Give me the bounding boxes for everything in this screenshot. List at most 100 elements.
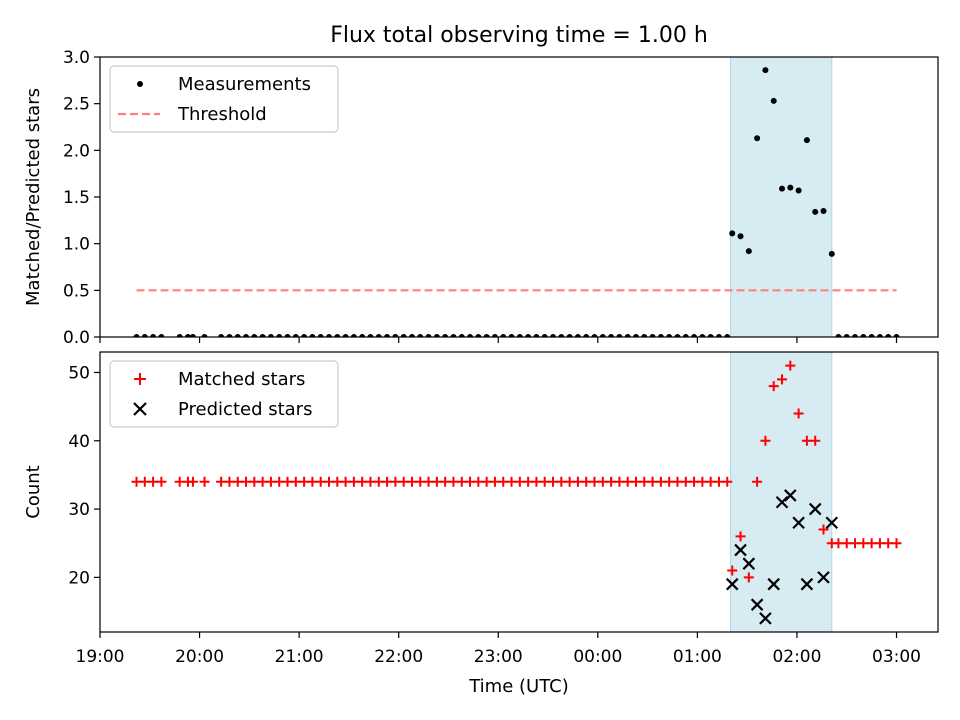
data-point bbox=[725, 577, 739, 591]
data-point bbox=[800, 577, 814, 591]
data-point bbox=[735, 531, 746, 542]
data-point bbox=[760, 435, 771, 446]
series-measurements bbox=[133, 67, 900, 337]
data-point bbox=[817, 571, 830, 584]
data-point bbox=[608, 334, 615, 337]
data-point bbox=[491, 334, 498, 337]
x-tick-label: 22:00 bbox=[374, 647, 423, 667]
data-point bbox=[724, 334, 731, 337]
x-tick-label: 02:00 bbox=[772, 647, 821, 667]
y-tick-label: 0.0 bbox=[63, 328, 90, 348]
legend-marker bbox=[133, 402, 147, 416]
data-point bbox=[259, 334, 266, 337]
data-point bbox=[400, 334, 407, 337]
chart-title: Flux total observing time = 1.00 h bbox=[330, 23, 708, 48]
data-point bbox=[752, 476, 763, 487]
data-point bbox=[762, 67, 769, 74]
data-point bbox=[737, 233, 744, 240]
data-point bbox=[317, 334, 324, 337]
data-point bbox=[184, 334, 191, 337]
data-point bbox=[777, 374, 788, 385]
data-point bbox=[417, 334, 424, 337]
data-point bbox=[793, 408, 804, 419]
data-point bbox=[342, 334, 349, 337]
y-tick-label: 0.5 bbox=[63, 281, 90, 301]
y-tick-label: 3.0 bbox=[63, 48, 90, 68]
data-point bbox=[566, 334, 573, 337]
legend-label: Threshold bbox=[177, 104, 267, 125]
data-point bbox=[835, 334, 842, 337]
data-point bbox=[392, 334, 399, 337]
ratio-y-axis-label: Matched/Predicted stars bbox=[23, 88, 44, 306]
data-point bbox=[868, 334, 875, 337]
data-point bbox=[384, 334, 391, 337]
data-point bbox=[156, 476, 167, 487]
data-point bbox=[641, 334, 648, 337]
data-point bbox=[234, 334, 241, 337]
data-point bbox=[707, 334, 714, 337]
data-point bbox=[795, 187, 802, 194]
data-point bbox=[742, 557, 756, 570]
data-point bbox=[843, 334, 850, 337]
data-point bbox=[885, 334, 892, 337]
data-point bbox=[375, 334, 382, 337]
data-point bbox=[301, 334, 308, 337]
count-panel: 20 30 40 50 Matched stars Predicted stars bbox=[68, 351, 939, 638]
data-point bbox=[350, 334, 357, 337]
data-point bbox=[825, 516, 839, 530]
data-point bbox=[508, 334, 515, 337]
data-point bbox=[408, 334, 415, 337]
data-point bbox=[158, 334, 165, 337]
data-point bbox=[860, 334, 867, 337]
x-axis: 19:00 20:00 21:00 22:00 23:00 00:00 01:00 02:00… bbox=[76, 647, 922, 667]
data-point bbox=[541, 334, 548, 337]
y-tick-label: 1.0 bbox=[63, 235, 90, 255]
data-point bbox=[284, 334, 291, 337]
highlight-window bbox=[730, 351, 833, 633]
legend-label: Measurements bbox=[178, 74, 311, 95]
data-point bbox=[828, 250, 835, 257]
data-point bbox=[818, 524, 829, 535]
data-point bbox=[674, 334, 681, 337]
data-point bbox=[767, 577, 780, 591]
data-point bbox=[425, 334, 432, 337]
data-point bbox=[754, 135, 761, 142]
data-point bbox=[784, 489, 797, 502]
data-point bbox=[729, 230, 736, 237]
x-tick-label: 01:00 bbox=[673, 647, 722, 667]
data-point bbox=[779, 185, 786, 192]
data-point bbox=[891, 538, 902, 549]
data-point bbox=[367, 334, 374, 337]
data-point bbox=[276, 334, 283, 337]
ratio-panel: 0.0 0.5 1.0 1.5 2.0 2.5 3.0 Measurements Thresho… bbox=[63, 48, 939, 348]
data-point bbox=[359, 334, 366, 337]
data-point bbox=[583, 334, 590, 337]
x-axis-label: Time (UTC) bbox=[468, 676, 569, 697]
y-tick-label: 20 bbox=[68, 568, 90, 588]
data-point bbox=[632, 334, 639, 337]
y-tick-label: 30 bbox=[68, 500, 90, 520]
legend: Measurements Threshold bbox=[109, 65, 339, 133]
data-point bbox=[550, 334, 557, 337]
y-tick-label: 2.0 bbox=[63, 141, 90, 161]
data-point bbox=[189, 334, 196, 337]
legend-label: Matched stars bbox=[178, 369, 305, 390]
legend-label: Predicted stars bbox=[178, 399, 312, 420]
data-point bbox=[516, 334, 523, 337]
data-point bbox=[226, 334, 233, 337]
data-point bbox=[334, 334, 341, 337]
data-point bbox=[792, 516, 805, 530]
data-point bbox=[666, 334, 673, 337]
legend-marker bbox=[137, 81, 143, 87]
data-point bbox=[768, 381, 779, 392]
data-point bbox=[467, 334, 474, 337]
data-point bbox=[750, 598, 764, 611]
data-point bbox=[533, 334, 540, 337]
data-point bbox=[715, 334, 722, 337]
data-point bbox=[150, 334, 157, 337]
data-point bbox=[442, 334, 449, 337]
data-point bbox=[699, 334, 706, 337]
x-tick-label: 00:00 bbox=[573, 647, 622, 667]
data-point bbox=[500, 334, 507, 337]
data-point bbox=[450, 334, 457, 337]
